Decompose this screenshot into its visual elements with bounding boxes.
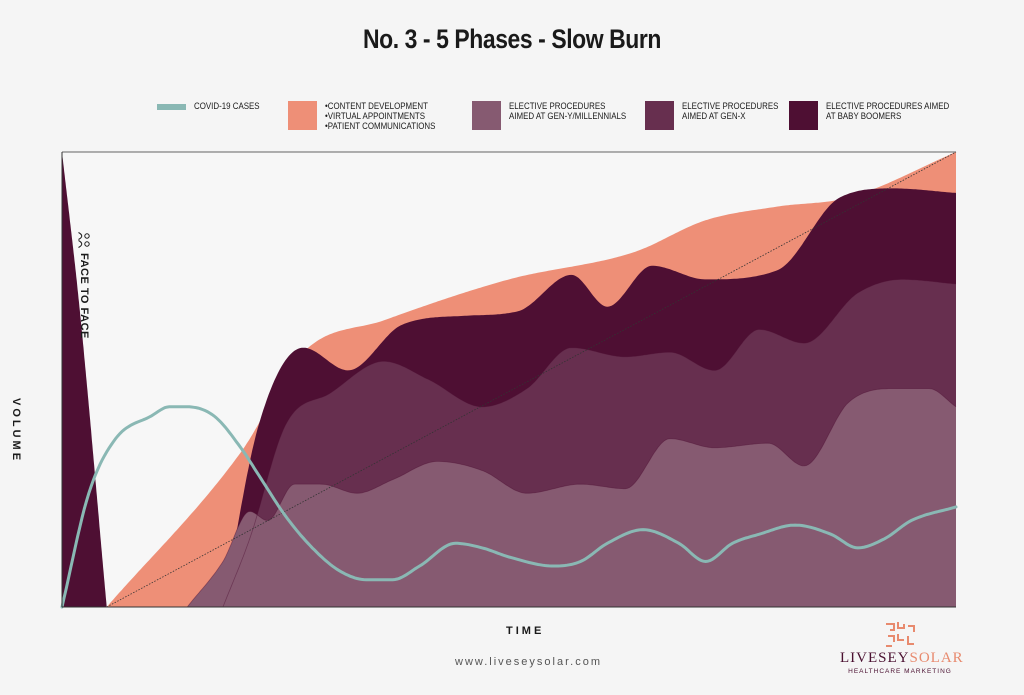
legend-label-covid: COVID-19 CASES <box>194 101 260 111</box>
legend-label-gen-x: ELECTIVE PROCEDURES AIMED AT GEN-X <box>682 101 778 121</box>
logo-word-2: SOLAR <box>909 650 964 666</box>
legend-line: AIMED AT GEN-Y/MILLENNIALS <box>509 111 627 121</box>
face-to-face-annotation: FACE TO FACE <box>78 232 90 339</box>
legend-label-boomers: ELECTIVE PROCEDURES AIMED AT BABY BOOMER… <box>826 101 949 121</box>
legend-swatch-digital <box>288 101 317 130</box>
legend-swatch-covid <box>157 104 186 110</box>
face-to-face-label: FACE TO FACE <box>78 253 90 339</box>
logo-icon <box>886 622 915 647</box>
legend-item-gen-x: ELECTIVE PROCEDURES AIMED AT GEN-X <box>645 101 792 130</box>
legend-line: AT BABY BOOMERS <box>826 111 902 121</box>
logo-tagline: HEALTHCARE MARKETING <box>848 668 952 675</box>
chart-title: No. 3 - 5 Phases - Slow Burn <box>362 24 662 54</box>
y-axis-label: VOLUME <box>10 398 22 464</box>
legend-line: AIMED AT GEN-X <box>682 111 746 121</box>
covid-line <box>60 405 958 609</box>
legend-line: •PATIENT COMMUNICATIONS <box>325 121 436 131</box>
logo-wordmark: LIVESEYSOLAR <box>840 650 963 667</box>
face-to-face-area <box>62 152 107 607</box>
legend-item-gen-y: ELECTIVE PROCEDURES AIMED AT GEN-Y/MILLE… <box>472 101 642 130</box>
legend-line: •VIRTUAL APPOINTMENTS <box>325 111 426 121</box>
legend-line: •CONTENT DEVELOPMENT <box>325 101 428 111</box>
legend-swatch-boomers <box>789 101 818 130</box>
logo-word-1: LIVESEY <box>840 650 910 666</box>
company-logo: LIVESEYSOLAR HEALTHCARE MARKETING <box>840 620 963 675</box>
legend-item-digital: •CONTENT DEVELOPMENT •VIRTUAL APPOINTMEN… <box>288 101 451 131</box>
legend-item-boomers: ELECTIVE PROCEDURES AIMED AT BABY BOOMER… <box>789 101 966 130</box>
boundary-geny-top <box>186 388 957 608</box>
legend-swatch-gen-y <box>472 101 501 130</box>
legend-line: ELECTIVE PROCEDURES <box>509 101 606 111</box>
legend-label-digital: •CONTENT DEVELOPMENT •VIRTUAL APPOINTMEN… <box>325 101 435 131</box>
legend-line: ELECTIVE PROCEDURES <box>682 101 779 111</box>
legend-line: COVID-19 CASES <box>194 101 260 111</box>
people-icon <box>78 232 90 248</box>
legend-swatch-gen-x <box>645 101 674 130</box>
legend-item-covid: COVID-19 CASES <box>157 101 269 111</box>
legend-label-gen-y: ELECTIVE PROCEDURES AIMED AT GEN-Y/MILLE… <box>509 101 626 121</box>
area-gen-y <box>187 388 956 607</box>
boundary-genx-top <box>222 279 957 608</box>
website-url: www.liveseysolar.com <box>455 656 602 668</box>
x-axis-label: TIME <box>506 625 545 637</box>
legend-line: ELECTIVE PROCEDURES AIMED <box>826 101 950 111</box>
